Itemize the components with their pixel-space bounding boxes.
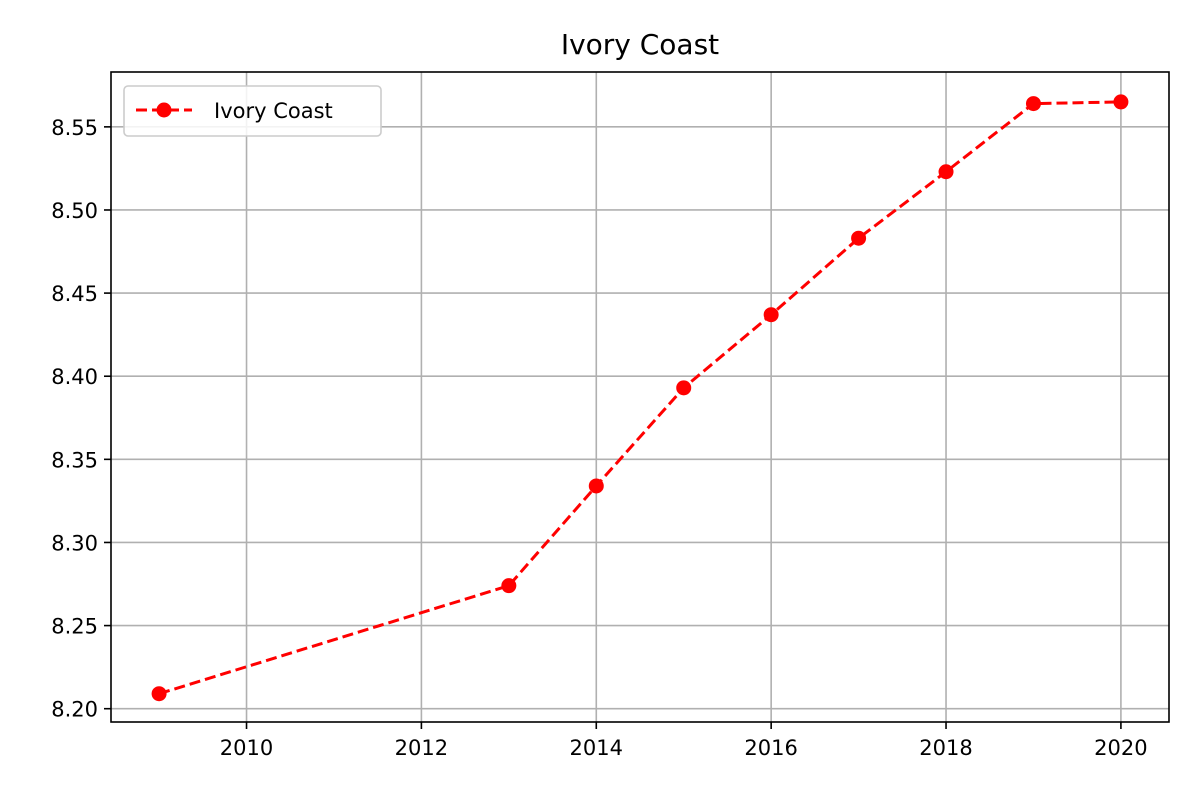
x-tick-label: 2010 (220, 736, 273, 760)
grid-lines (111, 72, 1169, 722)
legend-box (123, 85, 382, 137)
y-tick-label: 8.40 (51, 365, 98, 389)
data-point (676, 380, 692, 396)
data-point (763, 307, 779, 323)
x-axis: 2010 2012 2014 2016 2018 2020 (220, 722, 1148, 760)
y-tick-label: 8.35 (51, 448, 98, 472)
y-tick-label: 8.45 (51, 282, 98, 306)
x-tick-label: 2012 (395, 736, 448, 760)
data-point (501, 578, 517, 594)
data-point (1025, 96, 1041, 112)
y-axis: 8.20 8.25 8.30 8.35 8.40 8.45 8.50 8.55 (51, 116, 111, 722)
x-tick-label: 2020 (1094, 736, 1147, 760)
data-point (851, 230, 867, 246)
plot-frame (110, 71, 1170, 723)
legend-marker (156, 102, 172, 118)
y-tick-label: 8.55 (51, 116, 98, 140)
legend-label: Ivory Coast (214, 99, 333, 123)
y-tick-label: 8.30 (51, 531, 98, 555)
y-tick-label: 8.25 (51, 615, 98, 639)
data-point (938, 164, 954, 180)
legend: Ivory Coast (123, 85, 382, 137)
chart-title: Ivory Coast (561, 28, 719, 61)
y-tick-label: 8.20 (51, 698, 98, 722)
y-tick-label: 8.50 (51, 199, 98, 223)
x-tick-label: 2016 (744, 736, 797, 760)
x-tick-label: 2018 (919, 736, 972, 760)
x-tick-label: 2014 (570, 736, 623, 760)
data-point (151, 686, 167, 702)
series-ivory-coast (151, 94, 1129, 702)
data-point (588, 478, 604, 494)
data-point (1113, 94, 1129, 110)
